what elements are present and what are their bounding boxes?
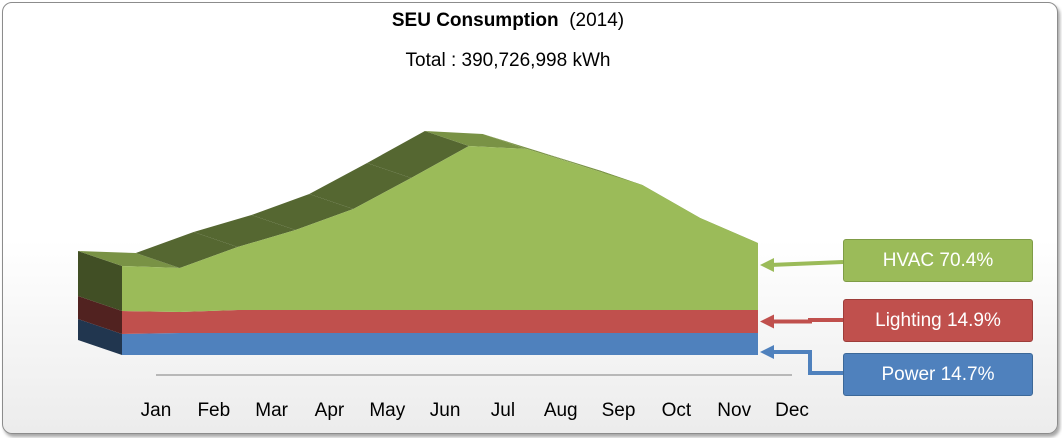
x-tick-jan: Jan [141, 400, 172, 421]
x-tick-may: May [369, 400, 405, 421]
power-connector-line [772, 350, 843, 375]
hvac-top-face-segment [193, 215, 296, 247]
lighting-side-face [78, 296, 122, 334]
hvac-connector-line [769, 260, 844, 267]
legend-lighting-label: Lighting 14.9% [875, 310, 1001, 331]
x-tick-jul: Jul [491, 400, 515, 421]
power-area [122, 333, 758, 355]
legend-power: Power 14.7% [843, 353, 1033, 396]
hvac-top-face-segment [251, 194, 354, 230]
x-tick-apr: Apr [315, 400, 345, 421]
x-tick-sep: Sep [602, 400, 636, 421]
chart-title-year: (2014) [569, 10, 625, 31]
legend-power-label: Power 14.7% [881, 364, 995, 385]
x-tick-mar: Mar [255, 400, 288, 421]
hvac-top-face-segment [135, 232, 238, 268]
legend-lighting: Lighting 14.9% [843, 299, 1033, 342]
power-connector-arrowhead [760, 345, 774, 359]
chart-total: Total : 390,726,998 kWh [405, 50, 611, 71]
chart-x-axis: Jan Feb Mar Apr May Jun Jul Aug Sep Oct Nov Dec [141, 374, 809, 421]
hvac-area [122, 146, 758, 312]
hvac-top-face-segment [424, 131, 527, 149]
power-side-face [78, 319, 122, 355]
hvac-top-face-segment [78, 251, 180, 268]
x-tick-dec: Dec [775, 400, 809, 421]
x-tick-nov: Nov [717, 400, 751, 421]
lighting-area [122, 310, 758, 334]
legend-connectors [760, 258, 844, 375]
lighting-connector-arrowhead [760, 314, 774, 329]
chart-title-main: SEU Consumption [391, 10, 559, 31]
chart-title: SEU Consumption (2014) [0, 10, 1016, 32]
hvac-connector-arrowhead [760, 258, 774, 272]
x-tick-jun: Jun [430, 400, 461, 421]
x-tick-oct: Oct [662, 400, 692, 421]
hvac-top-face-segment [482, 134, 585, 167]
legend-hvac-label: HVAC 70.4% [882, 250, 994, 271]
hvac-side-face [78, 251, 122, 311]
chart-front-areas [122, 146, 758, 355]
legend-hvac: HVAC 70.4% [843, 239, 1033, 282]
hvac-top-face-segment [309, 163, 412, 209]
lighting-connector-line [772, 318, 843, 324]
x-tick-aug: Aug [544, 400, 578, 421]
x-tick-feb: Feb [197, 400, 230, 421]
hvac-top-face-segment [367, 131, 469, 178]
